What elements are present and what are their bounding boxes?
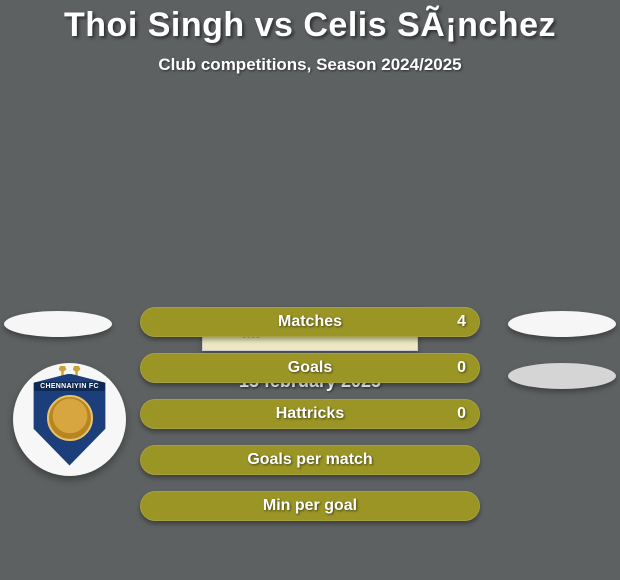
stat-row-matches: Matches 4 (140, 307, 480, 337)
stat-row-min-per-goal: Min per goal (140, 491, 480, 521)
stats-rows: Matches 4 Goals 0 Hattricks 0 Goals per … (140, 307, 480, 537)
stat-value-right: 4 (457, 313, 466, 331)
stat-value-right: 0 (457, 359, 466, 377)
right-player-slot-2 (508, 363, 616, 389)
stat-label: Matches (278, 313, 342, 331)
stat-label: Goals per match (247, 451, 372, 469)
page-title: Thoi Singh vs Celis SÃ¡nchez (0, 0, 620, 45)
left-player-slot-1 (4, 311, 112, 337)
comparison-stage: CHENNAIYIN FC Matches 4 Goals 0 Hattrick… (0, 307, 620, 392)
stat-label: Goals (288, 359, 332, 377)
left-club-logo: CHENNAIYIN FC (13, 363, 126, 476)
stat-value-right: 0 (457, 405, 466, 423)
stat-label: Hattricks (276, 405, 344, 423)
stat-row-goals-per-match: Goals per match (140, 445, 480, 475)
stat-row-goals: Goals 0 (140, 353, 480, 383)
club-badge-text: CHENNAIYIN FC (34, 382, 104, 391)
stat-row-hattricks: Hattricks 0 (140, 399, 480, 429)
page-subtitle: Club competitions, Season 2024/2025 (0, 55, 620, 75)
club-shield-icon: CHENNAIYIN FC (31, 374, 109, 466)
club-mascot-icon (47, 395, 93, 441)
right-player-slot-1 (508, 311, 616, 337)
stat-label: Min per goal (263, 497, 357, 515)
